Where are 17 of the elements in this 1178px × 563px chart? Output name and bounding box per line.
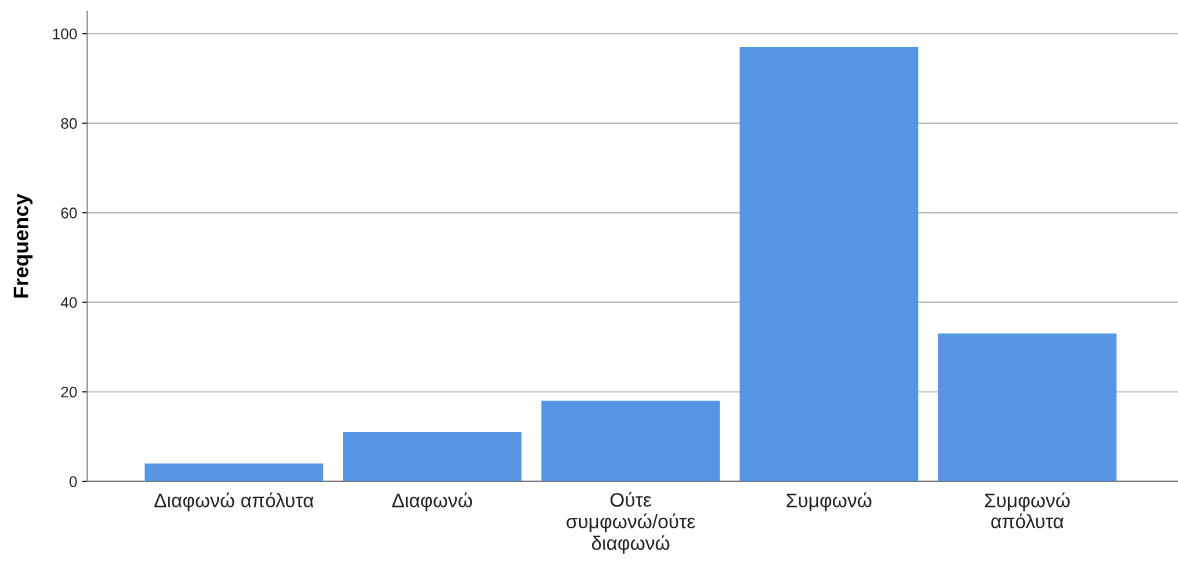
y-axis-title: Frequency <box>13 193 33 298</box>
bar <box>739 47 919 482</box>
x-tick-label: Συμφωνώ <box>786 492 872 512</box>
bar <box>343 432 522 482</box>
bar <box>541 400 720 482</box>
x-tick-label: Συμφωνώ απόλυτα <box>985 492 1070 529</box>
bar <box>938 333 1117 482</box>
bar <box>144 463 324 482</box>
x-tick-label: Διαφωνώ <box>392 492 473 512</box>
y-tick-label: 60 <box>61 207 77 219</box>
x-tick-label: Ούτε συμφωνώ/ούτε διαφωνώ <box>566 491 696 554</box>
x-tick-label: Διαφωνώ απόλυτα <box>154 492 314 512</box>
y-tick-label: 20 <box>61 386 77 398</box>
y-tick-label: 40 <box>60 297 77 308</box>
y-tick-label: 100 <box>53 28 77 40</box>
y-tick-label: 80 <box>61 118 77 129</box>
y-tick-label: 0 <box>69 476 77 488</box>
